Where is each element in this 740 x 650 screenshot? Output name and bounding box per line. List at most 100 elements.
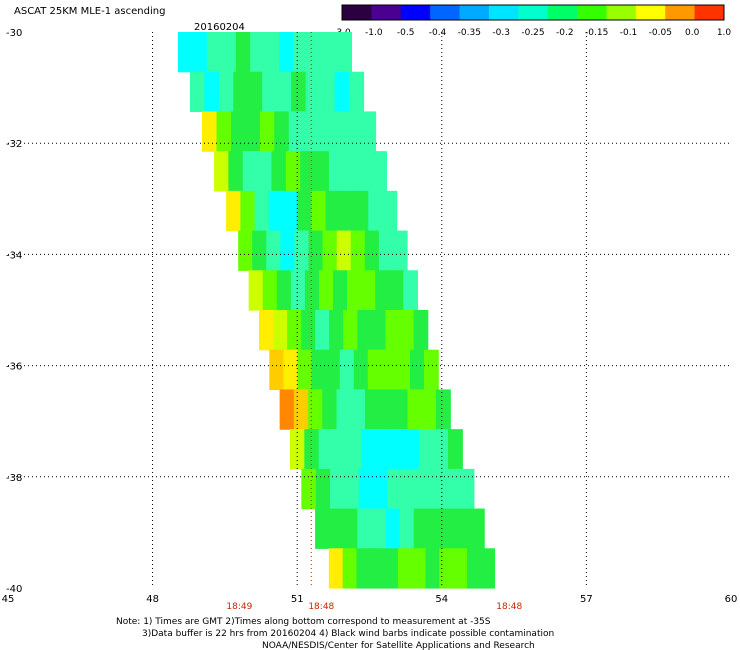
swath-cell <box>226 190 241 232</box>
note-line-1: Note: 1) Times are GMT 2)Times along bot… <box>116 617 491 627</box>
swath-cell <box>364 230 380 271</box>
swath-cell <box>447 429 463 470</box>
colorbar-tick-label: -0.05 <box>649 28 672 38</box>
swath-cell <box>228 151 244 192</box>
swath-cell <box>233 71 249 113</box>
swath-cell <box>285 151 301 192</box>
x-tick-label: 45 <box>2 594 15 605</box>
swath-cell <box>315 468 331 510</box>
swath-cell <box>342 548 358 589</box>
swath-cell <box>364 389 380 430</box>
swath-cell <box>262 71 278 113</box>
swath-cell <box>268 190 284 232</box>
swath-cell <box>322 230 338 271</box>
swath-cell <box>329 310 344 351</box>
swath-cell <box>315 508 330 549</box>
swath-cell <box>356 548 371 589</box>
swath-cell <box>293 32 309 73</box>
swath-cell <box>274 111 290 152</box>
swath-cell <box>419 429 435 470</box>
swath-cell <box>361 429 377 470</box>
swath-cell <box>294 230 310 271</box>
note-line-3: NOAA/NESDIS/Center for Satellite Applica… <box>262 641 535 650</box>
swath-cell <box>297 349 313 391</box>
swath-cell <box>280 230 296 271</box>
swath-cell <box>202 111 218 152</box>
swath-cell <box>216 111 232 152</box>
swath-cell <box>242 151 258 192</box>
swath-cell <box>375 270 390 311</box>
swath-cell <box>384 548 399 589</box>
colorbar-frame <box>341 4 725 21</box>
swath-cell <box>333 270 348 311</box>
colorbar-segment <box>547 5 578 20</box>
y-tick-label: -36 <box>6 362 22 373</box>
colorbar-segment <box>694 5 725 20</box>
swath-cell <box>410 349 425 391</box>
swath-cell <box>459 468 475 510</box>
swath-cell <box>288 111 304 152</box>
swath-cell <box>322 32 338 73</box>
swath-cell <box>350 389 366 430</box>
swath-cell <box>304 270 320 311</box>
swath-cell <box>287 310 302 351</box>
swath-cell <box>445 468 461 510</box>
swath-cell <box>297 190 313 232</box>
swath-cell <box>350 230 366 271</box>
colorbar-tick-label: -1.0 <box>365 28 383 38</box>
swath-cell <box>387 468 403 510</box>
grid-lines <box>8 32 731 588</box>
colorbar-labels: -3.0-1.0-0.5-0.4-0.35-0.3-0.25-0.2-0.15-… <box>333 28 731 38</box>
colorbar-segment <box>459 5 490 20</box>
swath-cell <box>436 389 451 430</box>
swath-cell <box>480 548 496 589</box>
swath-cell <box>390 429 406 470</box>
y-tick-label: -38 <box>6 473 22 484</box>
swath-cell <box>248 270 264 311</box>
swath-cell <box>250 32 266 73</box>
swath-cell <box>204 71 220 113</box>
time-label: 18:48 <box>496 602 522 612</box>
swath-cell <box>413 508 429 549</box>
swath-cell <box>470 508 485 549</box>
swath-cell <box>336 389 352 430</box>
swath-cell <box>339 349 355 391</box>
swath-cell <box>357 310 373 351</box>
swath-cell <box>376 429 392 470</box>
swath-cell <box>392 230 408 271</box>
y-axis-ticks: -30 -32 -34 -36 -38 -40 <box>6 28 22 595</box>
swath-cell <box>424 349 439 391</box>
swath-cell <box>238 230 253 271</box>
swath-cell <box>395 349 411 391</box>
swath-cell <box>221 32 237 73</box>
x-tick-label: 60 <box>725 594 738 605</box>
colorbar-segment <box>430 5 461 20</box>
swath-cell <box>382 190 398 232</box>
colorbar-tick-label: -0.3 <box>492 28 510 38</box>
swath-cell <box>276 71 292 113</box>
swath-cell <box>346 111 362 152</box>
swath-cell <box>455 508 471 549</box>
swath-cell <box>404 429 420 470</box>
swath-cell <box>425 548 440 589</box>
swath-cell <box>301 468 317 510</box>
swath-cell <box>311 190 327 232</box>
swath-cell <box>218 71 234 113</box>
x-tick-label: 57 <box>580 594 593 605</box>
colorbar-tick-label: 0.0 <box>685 28 700 38</box>
note-line-2: 3)Data buffer is 22 hrs from 20160204 4)… <box>142 629 554 639</box>
x-tick-label: 54 <box>435 594 448 605</box>
swath-cell <box>189 71 206 113</box>
swath-cell <box>305 71 321 113</box>
swath-cell <box>330 468 346 510</box>
swath-cell <box>343 151 359 192</box>
colorbar-segment <box>518 5 549 20</box>
colorbar-segment <box>577 5 607 20</box>
swath-cell <box>393 389 409 430</box>
swath-cell <box>235 32 251 73</box>
swath-cell <box>283 349 299 391</box>
y-tick-label: -30 <box>6 28 22 39</box>
swath-cell <box>322 389 338 430</box>
swath-cell <box>361 270 376 311</box>
swath-cell <box>347 270 362 311</box>
